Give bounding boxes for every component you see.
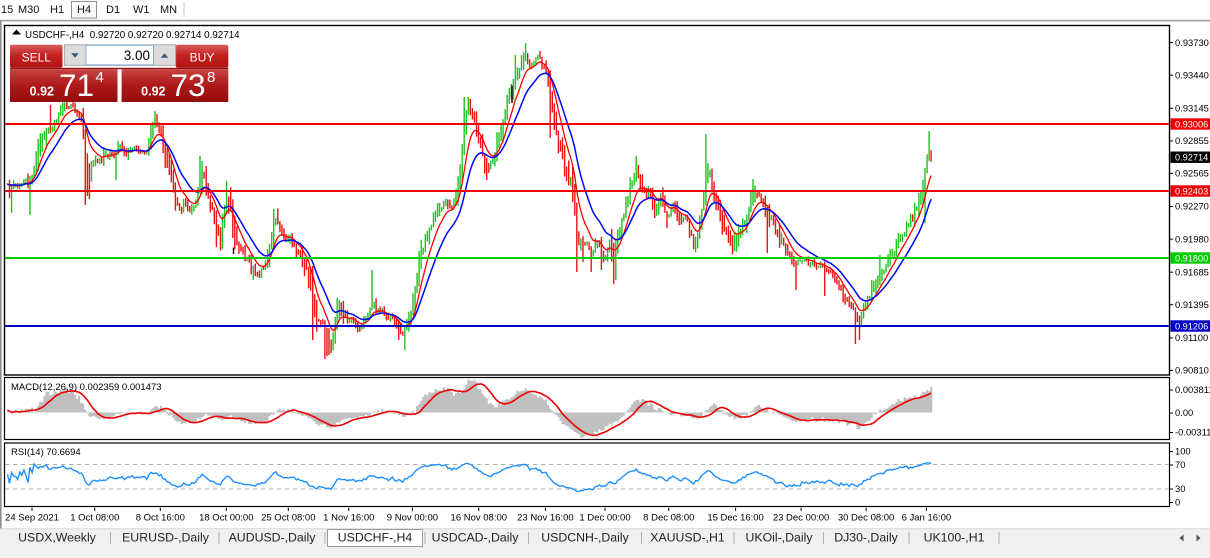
svg-text:USDCAD-,Daily: USDCAD-,Daily	[432, 531, 520, 545]
svg-text:73: 73	[171, 67, 206, 103]
svg-text:0.92565: 0.92565	[1175, 168, 1209, 179]
svg-text:23 Nov 16:00: 23 Nov 16:00	[517, 513, 574, 524]
svg-text:0.93006: 0.93006	[1175, 119, 1208, 129]
svg-text:24 Sep 2021: 24 Sep 2021	[5, 513, 59, 524]
svg-text:0.91980: 0.91980	[1175, 233, 1209, 244]
svg-text:H1: H1	[50, 4, 64, 16]
svg-text:M30: M30	[18, 4, 39, 16]
svg-text:DJ30-,Daily: DJ30-,Daily	[834, 531, 898, 545]
svg-text:USDCNH-,Daily: USDCNH-,Daily	[541, 531, 629, 545]
svg-text:0.91685: 0.91685	[1175, 266, 1209, 277]
svg-text:0.92403: 0.92403	[1175, 186, 1208, 196]
svg-text:0.92714: 0.92714	[1175, 153, 1208, 163]
svg-text:25 Oct 08:00: 25 Oct 08:00	[261, 513, 315, 524]
svg-text:1 Oct 08:00: 1 Oct 08:00	[70, 513, 119, 524]
svg-text:16 Nov 08:00: 16 Nov 08:00	[451, 513, 508, 524]
svg-text:0.90810: 0.90810	[1175, 365, 1209, 376]
svg-text:1 Nov 16:00: 1 Nov 16:00	[323, 513, 374, 524]
svg-text:0.00: 0.00	[1175, 407, 1193, 418]
svg-text:W1: W1	[133, 4, 150, 16]
svg-text:0.91206: 0.91206	[1175, 321, 1208, 331]
svg-text:0.92855: 0.92855	[1175, 135, 1209, 146]
svg-text:0.003811: 0.003811	[1175, 384, 1210, 395]
svg-text:USDX,Weekly: USDX,Weekly	[18, 531, 97, 545]
svg-text:15: 15	[1, 4, 13, 16]
svg-text:UK100-,H1: UK100-,H1	[924, 531, 985, 545]
svg-text:-0.00311: -0.00311	[1175, 427, 1210, 438]
svg-text:H4: H4	[77, 4, 91, 16]
svg-text:USDCHF-,H4: USDCHF-,H4	[338, 531, 413, 545]
svg-text:RSI(14) 70.6694: RSI(14) 70.6694	[11, 447, 81, 458]
svg-text:USDCHF-,H4 0.92720 0.92720 0.: USDCHF-,H4 0.92720 0.92720 0.92714 0.927…	[25, 30, 240, 41]
svg-text:XAUUSD-,H1: XAUUSD-,H1	[650, 531, 725, 545]
svg-text:30 Dec 08:00: 30 Dec 08:00	[838, 513, 895, 524]
svg-text:3.00: 3.00	[124, 48, 150, 63]
svg-text:6 Jan 16:00: 6 Jan 16:00	[902, 513, 952, 524]
svg-text:UKOil-,Daily: UKOil-,Daily	[746, 531, 814, 545]
svg-text:EURUSD-,Daily: EURUSD-,Daily	[122, 531, 210, 545]
svg-text:0: 0	[1175, 497, 1180, 508]
svg-text:SELL: SELL	[22, 50, 52, 64]
svg-text:4: 4	[96, 69, 104, 86]
svg-text:8 Oct 16:00: 8 Oct 16:00	[136, 513, 185, 524]
svg-text:BUY: BUY	[190, 50, 215, 64]
svg-text:1 Dec 00:00: 1 Dec 00:00	[579, 513, 630, 524]
svg-text:18 Oct 00:00: 18 Oct 00:00	[199, 513, 253, 524]
svg-text:D1: D1	[106, 4, 120, 16]
svg-text:0.91800: 0.91800	[1175, 253, 1208, 263]
svg-text:0.91100: 0.91100	[1175, 332, 1208, 343]
svg-text:70: 70	[1175, 459, 1185, 470]
svg-text:30: 30	[1175, 483, 1185, 494]
svg-text:15 Dec 16:00: 15 Dec 16:00	[707, 513, 764, 524]
svg-text:0.92270: 0.92270	[1175, 201, 1209, 212]
svg-text:100: 100	[1175, 446, 1191, 457]
svg-text:71: 71	[59, 67, 94, 103]
svg-text:0.92: 0.92	[141, 84, 165, 98]
svg-text:0.93145: 0.93145	[1175, 103, 1209, 114]
svg-text:23 Dec 00:00: 23 Dec 00:00	[773, 513, 830, 524]
svg-text:0.91395: 0.91395	[1175, 299, 1209, 310]
svg-text:0.93440: 0.93440	[1175, 69, 1209, 80]
svg-text:AUDUSD-,Daily: AUDUSD-,Daily	[229, 531, 317, 545]
svg-text:8 Dec 08:00: 8 Dec 08:00	[643, 513, 694, 524]
svg-text:9 Nov 00:00: 9 Nov 00:00	[387, 513, 438, 524]
svg-text:0.93730: 0.93730	[1175, 37, 1209, 48]
svg-text:8: 8	[207, 69, 215, 86]
svg-text:0.92: 0.92	[30, 84, 54, 98]
svg-text:MACD(12,26,9) 0.002359 0.00147: MACD(12,26,9) 0.002359 0.001473	[11, 382, 162, 393]
svg-text:MN: MN	[160, 4, 177, 16]
